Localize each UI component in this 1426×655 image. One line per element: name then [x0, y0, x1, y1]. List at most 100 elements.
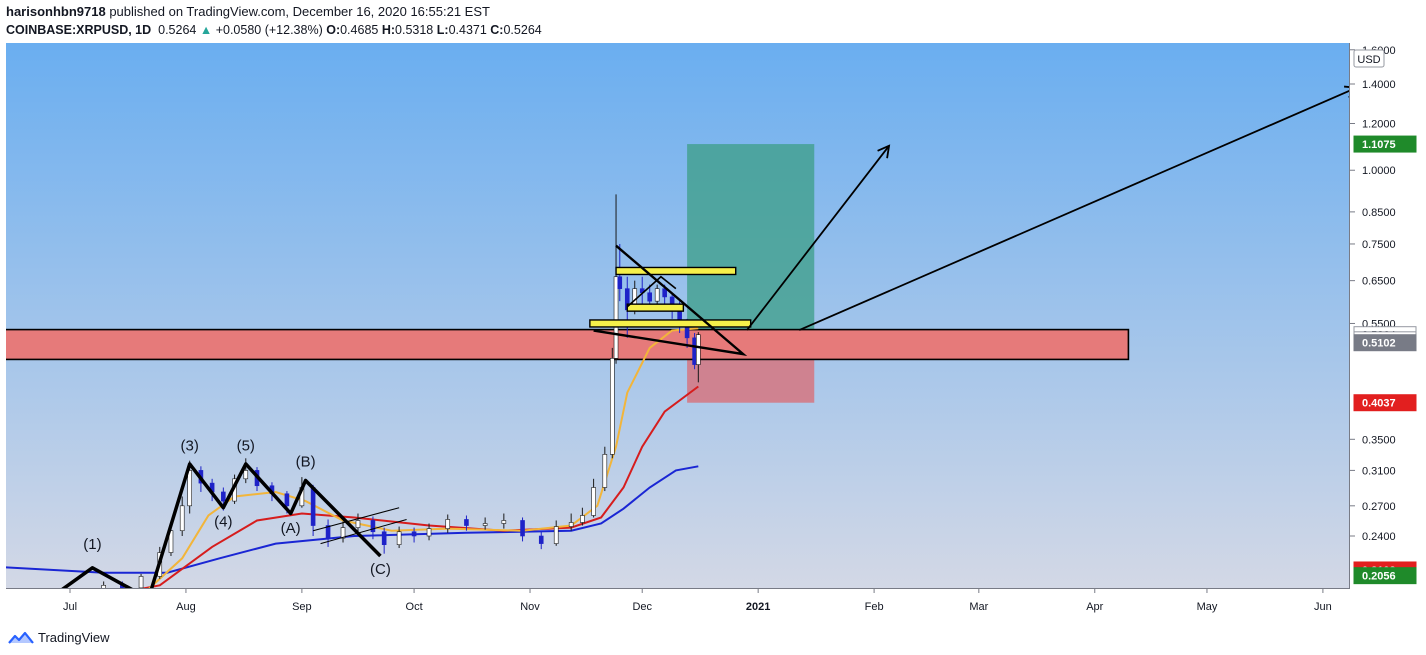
candle-body[interactable] — [340, 527, 346, 539]
candle-body[interactable] — [426, 528, 432, 537]
stop-price-tag[interactable] — [1353, 394, 1417, 412]
close-value: 0.5264 — [503, 23, 542, 37]
candle-body[interactable] — [284, 493, 290, 507]
candle-body[interactable] — [411, 531, 417, 537]
candle-body[interactable] — [696, 334, 701, 365]
wave-channel-line[interactable] — [312, 507, 400, 532]
entry-price-tag[interactable] — [1353, 334, 1417, 352]
candle-body[interactable] — [568, 522, 574, 527]
projection-arrow[interactable] — [798, 85, 1359, 331]
open-value: 0.4685 — [340, 23, 379, 37]
candle-body[interactable] — [591, 487, 596, 516]
price-tick-label: 0.6500 — [1362, 276, 1396, 288]
candle-body[interactable] — [609, 358, 615, 455]
resistance-zone[interactable] — [6, 328, 1130, 361]
price-tick-label: 0.2400 — [1362, 531, 1396, 543]
candle-body[interactable] — [692, 337, 697, 365]
candle-body[interactable] — [370, 520, 376, 533]
time-tick-label: 2021 — [746, 601, 770, 613]
candle-body[interactable] — [355, 520, 361, 528]
time-tick-label: Apr — [1086, 601, 1103, 613]
ema-slow-price-tag-label: 0.2056 — [1362, 571, 1396, 583]
low-value: 0.4371 — [448, 23, 487, 37]
candle-body[interactable] — [613, 276, 619, 359]
time-tick-label: Dec — [632, 601, 652, 613]
footer-brand-label: TradingView — [38, 629, 110, 645]
symbol-header: COINBASE:XRPUSD, 1D 0.5264 ▲ +0.0580 (+1… — [6, 22, 542, 38]
wave-5-label: (5) — [237, 438, 255, 455]
horizontal-level-line[interactable] — [589, 319, 752, 328]
candle-body[interactable] — [221, 491, 226, 502]
price-tick-label: 0.3100 — [1362, 465, 1396, 477]
time-tick-label: Aug — [176, 601, 196, 613]
low-label: L: — [436, 23, 449, 37]
change-arrow-icon: ▲ — [199, 23, 213, 37]
candle-body[interactable] — [179, 505, 185, 532]
candle-body[interactable] — [445, 519, 451, 529]
open-label: O: — [326, 23, 341, 37]
time-axis[interactable]: Jul Aug Sep Oct Nov Dec 2021 Feb Mar Apr May Jun — [63, 589, 1332, 613]
horizontal-level-line[interactable] — [615, 266, 737, 276]
time-tick-label: Jun — [1314, 601, 1332, 613]
ema-slow-line[interactable] — [6, 465, 699, 574]
elliott-wave-path[interactable] — [42, 462, 382, 605]
candle-body[interactable] — [520, 520, 525, 537]
price-tick-label: 0.8500 — [1362, 207, 1396, 219]
stop-price-tag-label: 0.4037 — [1362, 398, 1396, 410]
currency-label: USD — [1357, 54, 1380, 66]
price-tick-label: 0.2700 — [1362, 501, 1396, 513]
time-tick-label: Oct — [406, 601, 423, 613]
candle-body[interactable] — [464, 519, 469, 526]
price-tick-label: 0.7500 — [1362, 239, 1396, 251]
time-tick-label: Jul — [63, 601, 77, 613]
author-name[interactable]: harisonhbn9718 — [6, 4, 106, 19]
candle-body[interactable] — [501, 520, 507, 524]
candle-body[interactable] — [325, 525, 331, 539]
high-label: H: — [381, 23, 396, 37]
candle-body[interactable] — [396, 531, 402, 545]
candle-body[interactable] — [602, 454, 608, 488]
wave-a-label: (A) — [281, 520, 301, 537]
time-axis-background — [6, 589, 1350, 618]
candle-body[interactable] — [243, 470, 249, 480]
wave-b-label: (B) — [296, 453, 316, 470]
wave-channel-line[interactable] — [320, 518, 407, 545]
wave-4-label: (4) — [214, 514, 232, 531]
candle-body[interactable] — [187, 470, 192, 507]
candle-body[interactable] — [310, 487, 316, 526]
publish-header: harisonhbn9718 published on TradingView.… — [6, 4, 490, 20]
price-tick-label: 1.2000 — [1362, 119, 1396, 131]
candle-body[interactable] — [617, 276, 623, 289]
time-tick-label: Sep — [292, 601, 312, 613]
target-price-tag[interactable] — [1353, 135, 1417, 153]
candle-body[interactable] — [138, 576, 144, 589]
falling-wedge-pattern[interactable] — [593, 244, 748, 356]
publish-info: published on TradingView.com, December 1… — [109, 4, 490, 19]
price-tick-label: 1.0000 — [1362, 165, 1396, 177]
ema-slow-price-tag[interactable] — [1353, 567, 1417, 585]
wave-c-label: (C) — [370, 561, 391, 578]
price-chart[interactable]: (1)(3)(4)(5)(A)(B)(C) 1.60001.40001.2000… — [6, 43, 1420, 618]
close-label: C: — [490, 23, 504, 37]
footer-brand[interactable]: TradingView — [8, 628, 110, 646]
last-price: 0.5264 — [158, 23, 197, 37]
time-tick-label: May — [1197, 601, 1218, 613]
long-position-target-zone[interactable] — [687, 144, 815, 335]
candle-body[interactable] — [538, 535, 544, 544]
tradingview-logo-icon — [8, 631, 34, 644]
candle-body[interactable] — [580, 515, 585, 523]
horizontal-level-line[interactable] — [626, 303, 685, 312]
candle-body[interactable] — [553, 526, 559, 544]
candle-body[interactable] — [647, 292, 653, 302]
time-tick-label: Nov — [520, 601, 540, 613]
symbol-name: COINBASE:XRPUSD, 1D — [6, 23, 152, 37]
candle-body[interactable] — [381, 531, 387, 545]
time-tick-label: Feb — [865, 601, 884, 613]
projection-arrow[interactable] — [746, 144, 891, 331]
time-tick-label: Mar — [969, 601, 988, 613]
price-change: +0.0580 (+12.38%) — [215, 23, 323, 37]
candle-body[interactable] — [654, 288, 660, 302]
pattern-swing-line[interactable] — [626, 275, 677, 308]
candle-body[interactable] — [482, 523, 488, 526]
currency-badge[interactable] — [1353, 49, 1385, 68]
